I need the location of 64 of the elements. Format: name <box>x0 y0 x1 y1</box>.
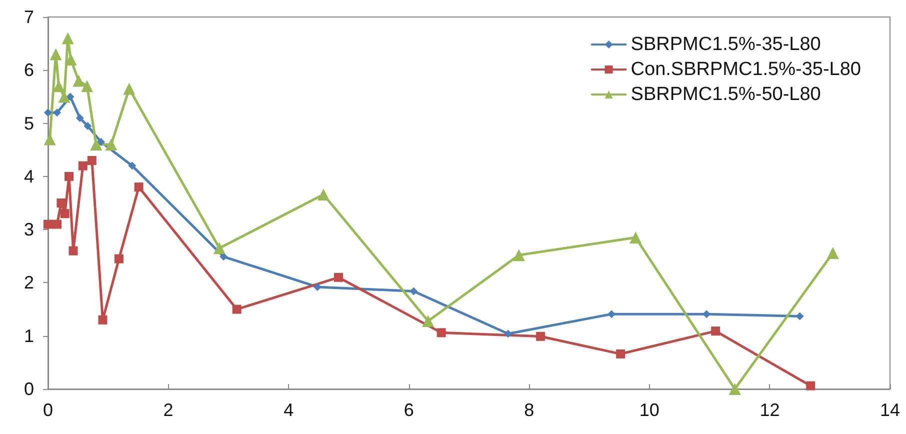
y-tick-label: 7 <box>24 7 34 27</box>
point <box>50 48 62 60</box>
point <box>52 220 62 229</box>
point <box>44 220 52 229</box>
y-tick-label: 0 <box>24 379 34 399</box>
point <box>728 383 741 395</box>
x-tick-label: 14 <box>880 400 900 420</box>
point <box>128 162 136 170</box>
y-tick-label: 2 <box>24 272 34 293</box>
point <box>78 161 88 170</box>
y-tick-label: 1 <box>24 326 34 346</box>
x-tick-label: 8 <box>524 400 534 420</box>
point <box>68 246 78 256</box>
point <box>56 198 66 208</box>
point <box>84 122 92 130</box>
y-tick-label: 4 <box>24 166 34 186</box>
point <box>114 254 124 264</box>
point <box>62 32 74 44</box>
point <box>213 242 226 254</box>
point <box>90 138 102 151</box>
point <box>81 80 94 92</box>
point <box>504 330 512 338</box>
point <box>806 381 816 390</box>
point <box>826 246 839 259</box>
point <box>313 282 322 291</box>
point <box>123 82 136 95</box>
point <box>72 74 85 87</box>
point <box>60 209 70 218</box>
point <box>53 108 62 117</box>
point <box>64 54 77 66</box>
legend-label: SBRPMC1.5%-35-L80 <box>630 34 821 55</box>
point <box>436 328 446 338</box>
x-tick-label: 0 <box>42 400 54 420</box>
point <box>796 312 804 320</box>
point <box>98 315 108 324</box>
point <box>616 349 626 358</box>
x-tick-label: 12 <box>760 400 780 420</box>
x-tick-label: 10 <box>639 400 660 420</box>
point <box>536 332 546 341</box>
point <box>512 249 525 262</box>
point <box>76 114 84 122</box>
point <box>630 232 642 244</box>
y-tick-label: 3 <box>24 220 34 240</box>
y-tick-label: 5 <box>24 113 34 134</box>
legend-label: Con.SBRPMC1.5%-35-L80 <box>630 59 861 80</box>
x-tick-label: 6 <box>404 400 414 420</box>
x-tick-label: 2 <box>163 400 174 420</box>
legend-label: SBRPMC1.5%-50-L80 <box>630 84 821 105</box>
point <box>96 138 105 146</box>
point <box>66 92 74 101</box>
point <box>44 108 52 117</box>
point <box>87 156 96 165</box>
point <box>134 182 144 192</box>
point <box>52 80 65 92</box>
point <box>105 138 118 151</box>
point <box>317 188 330 200</box>
x-tick-label: 4 <box>284 400 294 420</box>
point <box>711 326 720 336</box>
point <box>232 304 242 314</box>
point <box>422 314 434 327</box>
point <box>64 172 74 181</box>
point <box>410 287 418 296</box>
y-tick-label: 6 <box>24 60 34 80</box>
point <box>334 272 343 282</box>
